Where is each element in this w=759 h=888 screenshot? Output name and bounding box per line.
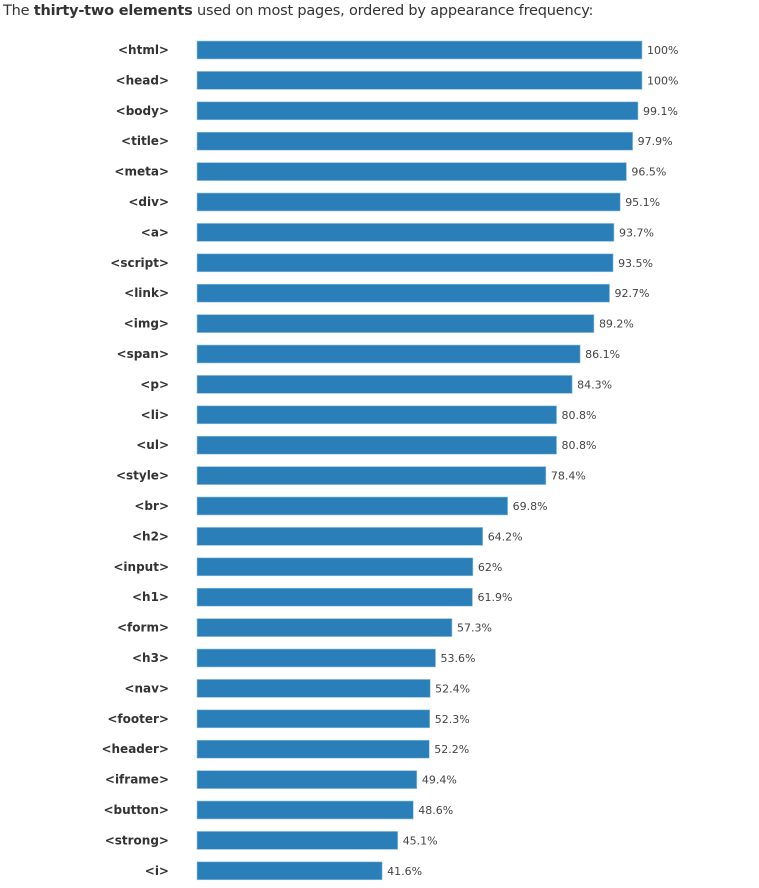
category-label: <i> — [145, 864, 169, 878]
value-label: 41.6% — [387, 865, 422, 878]
bar — [196, 405, 557, 425]
bar — [196, 344, 581, 364]
value-label: 95.1% — [625, 196, 660, 209]
value-label: 53.6% — [441, 652, 476, 665]
value-label: 100% — [647, 44, 678, 57]
category-label: <h3> — [132, 651, 169, 665]
bar — [196, 648, 436, 668]
bar — [196, 709, 431, 729]
category-label: <span> — [117, 347, 169, 361]
value-label: 48.6% — [418, 804, 453, 817]
category-label: <form> — [117, 621, 169, 635]
value-label: 80.8% — [562, 439, 597, 452]
category-label: <header> — [101, 742, 169, 756]
category-label: <img> — [124, 317, 169, 331]
intro-bold: thirty-two elements — [33, 3, 193, 19]
value-label: 45.1% — [403, 834, 438, 847]
value-label: 89.2% — [599, 318, 634, 331]
bar — [196, 223, 615, 242]
category-label: <link> — [124, 286, 169, 300]
category-label: <iframe> — [105, 773, 169, 787]
category-label: <li> — [141, 408, 169, 422]
bar — [196, 739, 430, 759]
value-label: 80.8% — [562, 409, 597, 422]
category-label: <a> — [141, 225, 169, 239]
value-label: 100% — [647, 74, 678, 87]
value-label: 52.3% — [435, 713, 470, 726]
category-label: <body> — [116, 104, 169, 118]
bar — [196, 314, 595, 333]
value-label: 49.4% — [422, 774, 457, 787]
value-label: 52.2% — [434, 743, 469, 756]
value-label: 93.7% — [619, 226, 654, 239]
value-label: 52.4% — [435, 682, 470, 695]
bar — [196, 131, 633, 151]
category-label: <title> — [121, 134, 169, 148]
bar — [196, 71, 643, 90]
bar — [196, 162, 627, 181]
category-label: <ul> — [136, 438, 169, 452]
bar — [196, 253, 614, 273]
category-label: <meta> — [114, 165, 169, 179]
value-label: 64.2% — [488, 530, 523, 543]
bar — [196, 861, 383, 881]
value-label: 69.8% — [513, 500, 548, 513]
category-label: <h1> — [132, 590, 169, 604]
value-label: 93.5% — [618, 257, 653, 270]
bar — [196, 557, 474, 577]
value-label: 96.5% — [631, 166, 666, 179]
chart-intro-text: The thirty-two elements used on most pag… — [3, 3, 593, 19]
bar — [196, 40, 643, 60]
bar — [196, 192, 621, 212]
value-label: 78.4% — [551, 470, 586, 483]
value-label: 62% — [478, 561, 502, 574]
category-label: <head> — [116, 73, 169, 87]
bar — [196, 770, 418, 789]
bar — [196, 466, 547, 485]
bar — [196, 283, 610, 303]
intro-suffix: used on most pages, ordered by appearanc… — [192, 3, 594, 19]
category-label: <input> — [113, 560, 169, 574]
category-label: <nav> — [124, 681, 169, 695]
value-label: 97.9% — [638, 135, 673, 148]
category-label: <h2> — [132, 529, 169, 543]
bar — [196, 618, 453, 637]
bar — [196, 587, 473, 607]
bar — [196, 496, 508, 516]
value-label: 99.1% — [643, 105, 678, 118]
value-label: 84.3% — [577, 378, 612, 391]
category-label: <style> — [116, 469, 169, 483]
category-label: <script> — [110, 256, 169, 270]
value-label: 86.1% — [585, 348, 620, 361]
bar — [196, 435, 557, 455]
value-label: 57.3% — [457, 622, 492, 635]
value-label: 61.9% — [477, 591, 512, 604]
category-label: <html> — [118, 43, 169, 57]
category-label: <strong> — [105, 833, 169, 847]
category-label: <div> — [128, 195, 169, 209]
bar — [196, 831, 398, 850]
category-label: <button> — [103, 803, 169, 817]
intro-prefix: The — [3, 3, 34, 19]
value-label: 92.7% — [615, 287, 650, 300]
bar — [196, 527, 483, 546]
bar — [196, 375, 573, 394]
bar — [196, 679, 431, 698]
bar — [196, 800, 414, 820]
category-label: <p> — [140, 377, 169, 391]
category-label: <footer> — [107, 712, 169, 726]
bar — [196, 101, 639, 121]
category-label: <br> — [134, 499, 169, 513]
